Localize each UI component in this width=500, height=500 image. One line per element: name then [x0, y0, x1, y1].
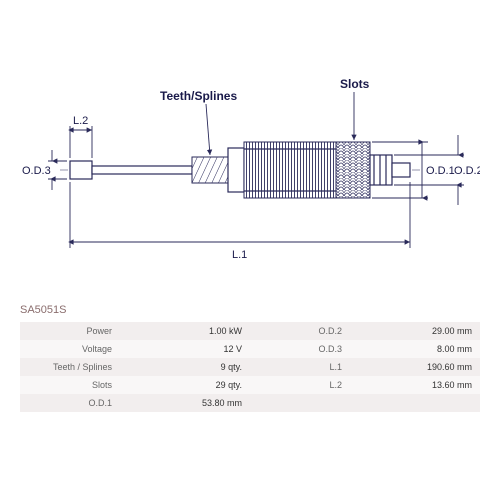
lam-body: [244, 142, 336, 198]
commutator: [370, 155, 392, 185]
spec-label: [250, 394, 350, 412]
lam-step: [228, 148, 244, 192]
spec-value: 29.00 mm: [350, 322, 480, 340]
teeth-splines: [192, 157, 228, 183]
spec-value: 13.60 mm: [350, 376, 480, 394]
spec-label: O.D.2: [250, 322, 350, 340]
spec-label: O.D.1: [20, 394, 120, 412]
part-number: SA5051S: [20, 304, 66, 316]
spec-label: L.2: [250, 376, 350, 394]
spec-label: O.D.3: [250, 340, 350, 358]
spec-value: 9 qty.: [120, 358, 250, 376]
spec-value: 8.00 mm: [350, 340, 480, 358]
table-row: Voltage12 VO.D.38.00 mm: [20, 340, 480, 358]
spec-value: 53.80 mm: [120, 394, 250, 412]
shaft: [92, 166, 192, 174]
dim-od1-label: O.D.1: [426, 165, 455, 177]
spec-label: Power: [20, 322, 120, 340]
spec-label: Slots: [20, 376, 120, 394]
spec-table: Power1.00 kWO.D.229.00 mmVoltage12 VO.D.…: [20, 322, 480, 412]
table-row: Teeth / Splines9 qty.L.1190.60 mm: [20, 358, 480, 376]
table-row: O.D.153.80 mm: [20, 394, 480, 412]
winding-slots: [336, 142, 370, 198]
spec-value: [350, 394, 480, 412]
callout-slots-label: Slots: [340, 77, 370, 91]
diagram-svg: Teeth/Splines Slots L.2 O.D.3 L.1 O.D.1 …: [20, 40, 480, 300]
spec-label: Teeth / Splines: [20, 358, 120, 376]
spec-label: L.1: [250, 358, 350, 376]
dim-l1-label: L.1: [232, 249, 247, 261]
spec-value: 190.60 mm: [350, 358, 480, 376]
spec-value: 12 V: [120, 340, 250, 358]
spec-value: 1.00 kW: [120, 322, 250, 340]
table-row: Slots29 qty.L.213.60 mm: [20, 376, 480, 394]
dim-od2-label: O.D.2: [454, 165, 480, 177]
dim-l2-label: L.2: [73, 115, 88, 127]
spec-value: 29 qty.: [120, 376, 250, 394]
table-row: Power1.00 kWO.D.229.00 mm: [20, 322, 480, 340]
spec-label: Voltage: [20, 340, 120, 358]
end-block-l2: [70, 161, 92, 179]
armature-diagram: Teeth/Splines Slots L.2 O.D.3 L.1 O.D.1 …: [20, 40, 480, 300]
callout-teeth-label: Teeth/Splines: [160, 89, 237, 103]
dim-od3-label: O.D.3: [22, 165, 51, 177]
tail-shaft: [392, 163, 410, 177]
